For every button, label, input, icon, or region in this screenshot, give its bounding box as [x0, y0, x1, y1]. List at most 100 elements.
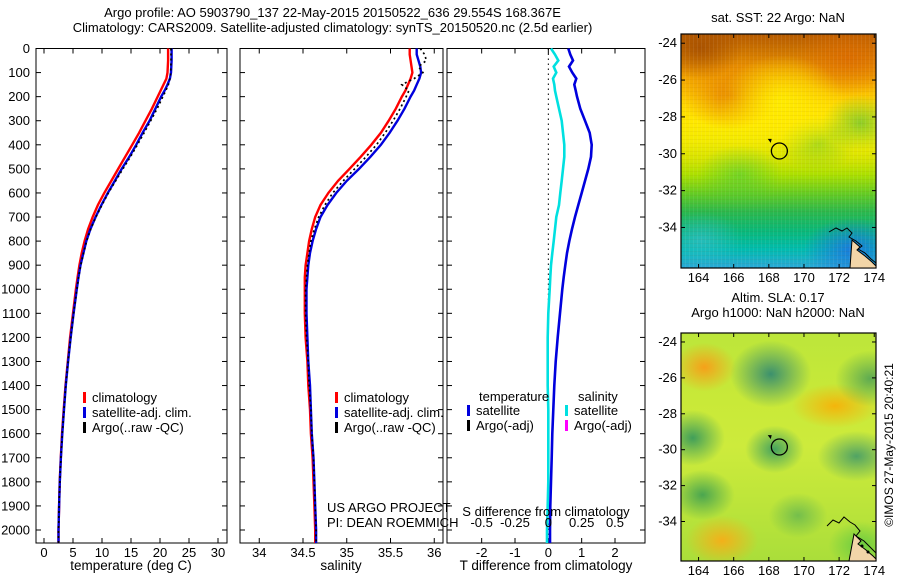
figure-title-line1: Argo profile: AO 5903790_137 22-May-2015… [104, 5, 561, 20]
s-scale-tick-label: -0.5 [470, 515, 492, 530]
depth-tick-label: 1500 [1, 402, 30, 417]
x-tick-label: -1 [509, 545, 521, 560]
lon-tick-label: 166 [723, 563, 745, 578]
temperature-axis-label: temperature (deg C) [70, 558, 192, 573]
depth-tick-label: 1000 [1, 282, 30, 297]
lon-tick-label: 174 [863, 270, 885, 285]
lat-tick-label: -24 [658, 35, 677, 50]
lon-tick-label: 172 [828, 270, 850, 285]
sal-satellite-adj-curve [305, 48, 423, 543]
s-scale-tick-label: 0.5 [606, 515, 624, 530]
satellite-adj-swatch [83, 407, 86, 418]
sla-map-title-line1: Altim. SLA: 0.17 [731, 290, 825, 305]
argo-position-dot-marker [767, 138, 772, 143]
temperature-legend: climatology satellite-adj. clim. Argo(..… [83, 390, 192, 435]
lon-tick-label: 166 [723, 270, 745, 285]
difference-temperature-legend: satellite Argo(-adj) [467, 403, 534, 433]
legend-row: satellite-adj. clim. [335, 405, 444, 420]
legend-row: satellite [565, 403, 632, 418]
lat-tick-label: -34 [658, 514, 677, 529]
difference-salinity-legend: satellite Argo(-adj) [565, 403, 632, 433]
depth-tick-label: 900 [8, 258, 30, 273]
depth-tick-label: 2000 [1, 522, 30, 537]
x-tick-label: 34.5 [290, 545, 315, 560]
lon-tick-label: 168 [758, 563, 780, 578]
satellite-adj-swatch [335, 407, 338, 418]
argo-position-circle-marker [770, 438, 789, 456]
legend-row: satellite [467, 403, 534, 418]
legend-label: climatology [344, 390, 410, 405]
temp-argo-raw-curve [57, 48, 172, 543]
legend-label: satellite-adj. clim. [344, 405, 444, 420]
island-dot [866, 550, 870, 554]
depth-tick-label: 1800 [1, 474, 30, 489]
lat-tick-label: -28 [658, 406, 677, 421]
climatology-swatch [335, 392, 338, 403]
s-difference-axis-title: S difference from climatology [462, 504, 630, 519]
x-tick-label: 1 [578, 545, 585, 560]
depth-tick-label: 400 [8, 137, 30, 152]
s-scale-tick-label: 0.25 [569, 515, 594, 530]
sst-map-title: sat. SST: 22 Argo: NaN [711, 10, 845, 25]
depth-tick-label: 1100 [2, 306, 30, 321]
s-scale-tick-label: 0 [545, 515, 552, 530]
lat-tick-label: -26 [658, 72, 677, 87]
legend-row: Argo(..raw -QC) [335, 420, 444, 435]
lon-tick-label: 174 [863, 563, 885, 578]
depth-tick-label: 1900 [1, 498, 30, 513]
t-satellite-swatch [467, 405, 470, 416]
x-tick-label: 30 [211, 545, 225, 560]
s-argo-adj-swatch [565, 420, 568, 431]
difference-salinity-legend-header: salinity [578, 389, 618, 404]
lat-tick-label: -34 [658, 219, 677, 234]
s-diff-satellite-curve [545, 47, 566, 543]
island-dot [860, 544, 864, 548]
legend-row: climatology [83, 390, 192, 405]
note-line: PI: DEAN ROEMMICH [327, 515, 459, 530]
lon-tick-label: 170 [793, 270, 815, 285]
land [849, 238, 877, 269]
x-tick-label: 25 [182, 545, 196, 560]
depth-tick-label: 1400 [1, 378, 30, 393]
legend-label: Argo(-adj) [476, 418, 534, 433]
sst-map-frame [680, 33, 877, 269]
lon-tick-label: 164 [688, 563, 710, 578]
climatology-swatch [83, 392, 86, 403]
legend-row: satellite-adj. clim. [83, 405, 192, 420]
legend-label: Argo(..raw -QC) [92, 420, 184, 435]
x-tick-label: 2 [611, 545, 618, 560]
legend-label: climatology [92, 390, 158, 405]
x-tick-label: 35.5 [378, 545, 403, 560]
x-tick-label: -2 [476, 545, 488, 560]
depth-tick-label: 1300 [1, 354, 30, 369]
legend-row: Argo(-adj) [565, 418, 632, 433]
lon-tick-label: 170 [793, 563, 815, 578]
x-tick-label: 35 [340, 545, 354, 560]
salinity-axis-label: salinity [320, 558, 362, 573]
argo-position-circle-marker [770, 142, 789, 160]
depth-tick-label: 0 [23, 41, 30, 56]
depth-tick-label: 500 [8, 161, 30, 176]
argo-raw-swatch [83, 422, 86, 433]
s-satellite-swatch [565, 405, 568, 416]
lon-tick-label: 168 [758, 270, 780, 285]
depth-tick-label: 700 [8, 210, 30, 225]
argo-raw-swatch [335, 422, 338, 433]
t-argo-adj-swatch [467, 420, 470, 431]
legend-label: Argo(-adj) [574, 418, 632, 433]
x-tick-label: 0 [545, 545, 552, 560]
salinity-legend: climatology satellite-adj. clim. Argo(..… [335, 390, 444, 435]
argo-position-dot-marker [767, 435, 772, 440]
us-argo-project-note: US ARGO PROJECT PI: DEAN ROEMMICH [327, 500, 458, 530]
lat-tick-label: -30 [658, 442, 677, 457]
lat-tick-label: -24 [658, 334, 677, 349]
panel-frame [239, 48, 444, 544]
note-line: US ARGO PROJECT [327, 500, 451, 515]
legend-row: Argo(..raw -QC) [83, 420, 192, 435]
depth-tick-label: 1700 [1, 450, 30, 465]
s-scale-tick-label: -0.25 [500, 515, 530, 530]
difference-axis-label: T difference from climatology [459, 558, 633, 573]
x-tick-label: 36 [427, 545, 441, 560]
